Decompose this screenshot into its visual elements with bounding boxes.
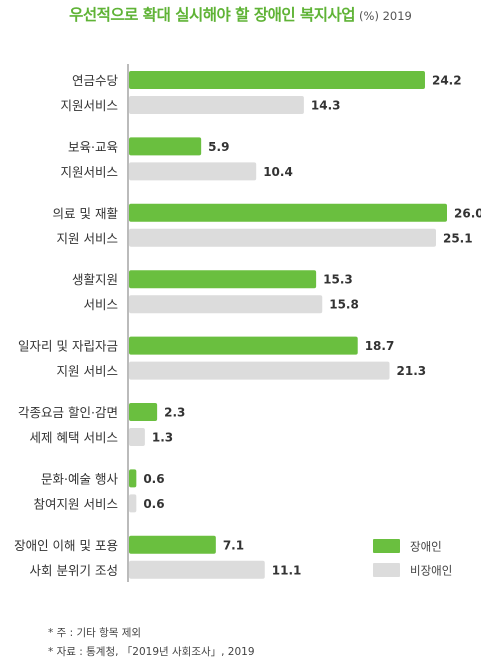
category-label: 지원 서비스 xyxy=(57,364,118,379)
value-label: 24.2 xyxy=(432,74,462,88)
footnotes: * 주 : 기타 항목 제외 * 자료 : 통계청, 「2019년 사회조사」,… xyxy=(48,624,255,662)
bar-disabled xyxy=(129,71,425,89)
value-label: 14.3 xyxy=(311,99,341,113)
category-label: 일자리 및 자립자금 xyxy=(18,339,118,354)
category-label: 보육·교육 xyxy=(68,139,118,154)
category-label: 지원서비스 xyxy=(60,164,118,179)
chart-subtitle: (%) 2019 xyxy=(359,9,412,23)
category-label: 참여지원 서비스 xyxy=(34,496,118,511)
bar-disabled xyxy=(129,403,158,421)
category-label: 생활지원 xyxy=(72,272,118,287)
bar-disabled xyxy=(129,535,216,554)
bar-disabled xyxy=(129,137,202,156)
legend-label: 비장애인 xyxy=(410,564,452,578)
value-label: 7.1 xyxy=(223,538,244,552)
note-excluded: * 주 : 기타 항목 제외 xyxy=(48,627,142,639)
category-label: 연금수당 xyxy=(72,73,119,88)
value-label: 0.6 xyxy=(143,472,164,486)
category-label: 세제 혜택 서비스 xyxy=(30,430,118,445)
value-label: 25.1 xyxy=(443,231,473,245)
bar-non-disabled xyxy=(129,162,257,181)
bar-disabled xyxy=(129,469,137,488)
value-label: 15.8 xyxy=(329,298,359,312)
value-label: 21.3 xyxy=(397,364,427,378)
value-label: 18.7 xyxy=(365,339,395,353)
bar-non-disabled xyxy=(129,228,436,247)
value-label: 26.0 xyxy=(454,206,481,220)
bar-non-disabled xyxy=(129,295,323,314)
value-label: 1.3 xyxy=(152,431,173,445)
value-label: 10.4 xyxy=(263,165,293,179)
category-label: 문화·예술 행사 xyxy=(41,471,118,486)
value-label: 11.1 xyxy=(272,563,302,577)
bar-non-disabled xyxy=(129,96,304,114)
category-label: 의료 및 재활 xyxy=(53,206,119,221)
category-label: 각종요금 할인·감면 xyxy=(18,405,118,420)
note-source: * 자료 : 통계청, 「2019년 사회조사」, 2019 xyxy=(48,646,255,658)
category-label: 서비스 xyxy=(83,297,118,312)
bar-non-disabled xyxy=(129,428,145,446)
category-label: 사회 분위기 조성 xyxy=(30,563,118,578)
value-label: 5.9 xyxy=(208,140,229,154)
legend-swatch xyxy=(373,563,400,577)
value-label: 2.3 xyxy=(164,406,185,420)
legend-swatch xyxy=(373,539,400,553)
category-label: 장애인 이해 및 포용 xyxy=(14,538,118,553)
category-label: 지원 서비스 xyxy=(57,231,118,246)
bar-non-disabled xyxy=(129,560,265,579)
value-label: 15.3 xyxy=(323,273,353,287)
bar-disabled xyxy=(129,336,358,355)
title-row: 우선적으로 확대 실시해야 할 장애인 복지사업 (%) 2019 xyxy=(0,3,481,25)
bar-non-disabled xyxy=(129,361,390,380)
chart-title: 우선적으로 확대 실시해야 할 장애인 복지사업 xyxy=(69,6,356,24)
category-label: 지원서비스 xyxy=(60,98,118,113)
bar-disabled xyxy=(129,203,447,222)
bar-non-disabled xyxy=(129,494,137,513)
legend-label: 장애인 xyxy=(410,540,442,554)
value-label: 0.6 xyxy=(143,497,164,511)
bar-disabled xyxy=(129,270,317,289)
